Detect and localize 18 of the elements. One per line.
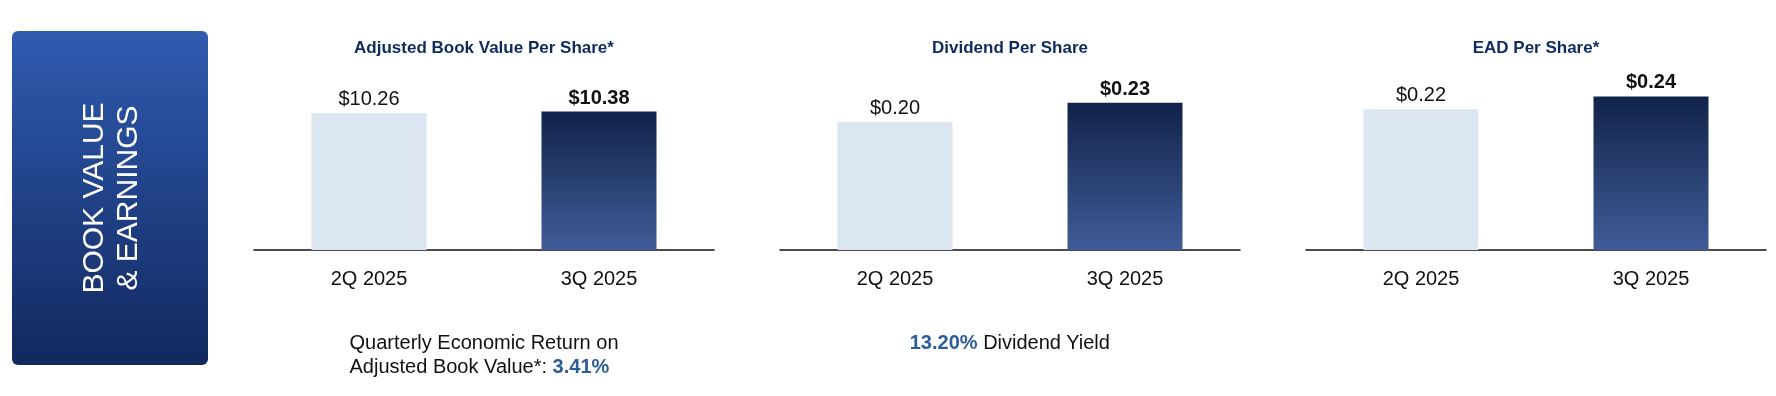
x-tick-label: 2Q 2025 xyxy=(330,267,408,289)
text: 13.20% Dividend Yield xyxy=(909,331,1110,353)
x-tick-label: 2Q 2025 xyxy=(1382,267,1460,289)
chart-title: EAD Per Share* xyxy=(1472,38,1600,57)
chart-title: Dividend Per Share xyxy=(932,38,1088,57)
chart-title: Adjusted Book Value Per Share* xyxy=(354,38,615,57)
x-tick-label: 3Q 2025 xyxy=(560,267,638,289)
data-label: $10.26 xyxy=(338,87,400,110)
x-tick-label: 2Q 2025 xyxy=(856,267,934,289)
data-label: $0.23 xyxy=(1099,76,1151,99)
data-label: $10.38 xyxy=(568,85,630,108)
x-tick-label: 3Q 2025 xyxy=(1086,267,1164,289)
data-label: $0.24 xyxy=(1625,70,1677,93)
text: BOOK VALUE & EARNINGS xyxy=(76,102,144,294)
text: Quarterly Economic Return on Adjusted Book Value*: 3.41% xyxy=(349,331,619,377)
data-label: $0.22 xyxy=(1395,83,1447,106)
x-tick-label: 3Q 2025 xyxy=(1612,267,1690,289)
data-label: $0.20 xyxy=(869,96,921,118)
